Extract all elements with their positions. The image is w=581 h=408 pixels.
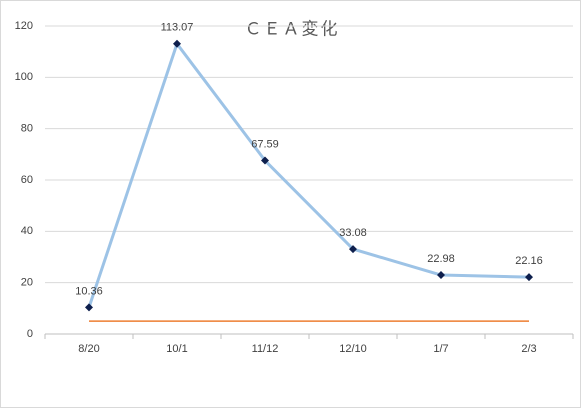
y-tick-label: 80: [21, 123, 33, 135]
x-tick-label: 10/1: [166, 343, 187, 355]
data-point: [349, 245, 357, 254]
data-point: [437, 271, 445, 280]
data-label: 67.59: [251, 138, 279, 150]
data-label: 33.08: [339, 227, 367, 239]
x-tick-label: 2/3: [521, 343, 536, 355]
data-label: 113.07: [161, 22, 194, 34]
y-tick-label: 40: [21, 225, 33, 237]
data-point: [261, 156, 269, 165]
y-tick-label: 60: [21, 174, 33, 186]
x-tick-label: 1/7: [433, 343, 448, 355]
y-tick-label: 0: [27, 328, 33, 340]
data-point: [85, 303, 93, 312]
series-line: [87, 42, 530, 308]
data-label: 22.16: [515, 255, 543, 267]
y-tick-label: 100: [15, 71, 33, 83]
y-tick-label: 120: [15, 20, 33, 32]
data-point: [173, 39, 181, 48]
x-tick-label: 12/10: [339, 343, 367, 355]
y-tick-label: 20: [21, 277, 33, 289]
x-tick-label: 8/20: [78, 343, 99, 355]
data-point: [525, 273, 533, 282]
data-label: 10.36: [75, 285, 103, 297]
chart-title: ＣＥＡ変化: [245, 19, 340, 38]
x-tick-label: 11/12: [252, 343, 279, 355]
data-label: 22.98: [427, 253, 455, 265]
